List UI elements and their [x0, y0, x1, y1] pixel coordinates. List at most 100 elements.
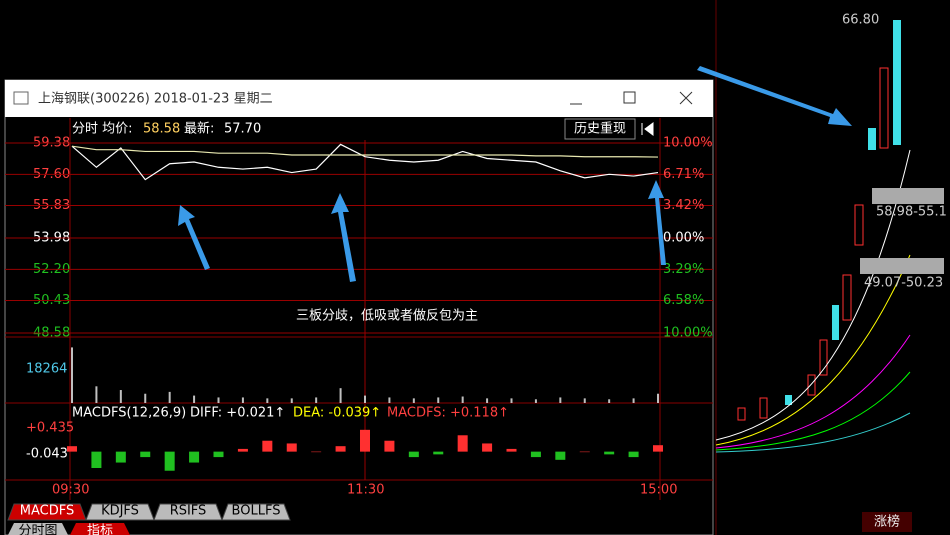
- candle: [759, 397, 768, 419]
- back-icon[interactable]: [641, 122, 654, 136]
- bar: [510, 398, 513, 403]
- candle: [785, 395, 792, 405]
- bar: [237, 448, 248, 452]
- arrows: [178, 66, 852, 282]
- tab[interactable]: [221, 503, 291, 521]
- tab[interactable]: [153, 503, 223, 521]
- macd-diff: DIFF: +0.021↑: [190, 406, 285, 421]
- bar: [262, 440, 273, 452]
- bar: [339, 388, 342, 403]
- bar: [530, 451, 541, 458]
- bar: [189, 451, 200, 463]
- y2-tick-label: 10.00%: [663, 326, 713, 341]
- bar: [290, 398, 293, 403]
- history-label[interactable]: 历史重现: [574, 121, 626, 137]
- candle: [737, 407, 746, 421]
- arrow: [178, 205, 210, 270]
- price-line: [71, 145, 659, 158]
- bar: [266, 398, 269, 403]
- bar: [657, 393, 659, 403]
- ma-line: [715, 412, 911, 453]
- bar: [506, 448, 517, 452]
- history-button[interactable]: [564, 118, 636, 140]
- arrow: [331, 193, 356, 282]
- macd-value: MACDFS: +0.118↑: [387, 406, 509, 421]
- box-label: 49.07-50.23: [864, 276, 943, 291]
- bar: [608, 399, 611, 403]
- tab[interactable]: [85, 503, 155, 521]
- latest-value: 57.70: [224, 122, 261, 137]
- candle: [819, 339, 828, 376]
- bar: [315, 397, 318, 403]
- high-label: 66.80: [842, 13, 879, 28]
- price-box: [872, 188, 944, 204]
- tab-label[interactable]: BOLLFS: [232, 504, 281, 519]
- tab-label[interactable]: RSIFS: [170, 504, 207, 519]
- bottom-tab-label[interactable]: 分时图: [18, 524, 57, 535]
- tab-label[interactable]: KDJFS: [101, 504, 139, 519]
- bar: [482, 443, 493, 452]
- candle: [842, 274, 852, 321]
- y-tick-label: 18264: [26, 362, 67, 377]
- candle: [832, 305, 839, 340]
- bar: [628, 451, 639, 458]
- y2-tick-label: 0.00%: [663, 231, 704, 246]
- bar: [534, 399, 537, 403]
- latest-label: 最新:: [184, 121, 214, 137]
- bar: [311, 451, 322, 453]
- candle: [868, 128, 876, 150]
- bar: [486, 398, 489, 403]
- window-title: 上海钢联(300226) 2018-01-23 星期二: [38, 92, 273, 107]
- ma-line: [715, 254, 911, 446]
- bar: [217, 397, 220, 403]
- bottom-tab[interactable]: [70, 523, 130, 535]
- bar: [408, 451, 419, 458]
- bar: [360, 429, 370, 452]
- header-label: 分时 均价:: [72, 122, 133, 137]
- y-tick-label: -0.043: [26, 446, 68, 461]
- tab[interactable]: [7, 503, 87, 521]
- y2-tick-label: 10.00%: [663, 136, 713, 151]
- bar: [559, 397, 562, 403]
- bar: [335, 446, 346, 452]
- bottom-tab[interactable]: [8, 523, 68, 535]
- bar: [115, 451, 126, 463]
- tab-label[interactable]: MACDFS: [20, 504, 74, 519]
- x-tick-label: 11:30: [347, 483, 384, 498]
- close[interactable]: [679, 91, 693, 105]
- macd-dea: DEA: -0.039↑: [293, 406, 381, 421]
- y2-tick-label: 6.71%: [663, 167, 704, 182]
- bar: [437, 397, 440, 403]
- price-line: [71, 143, 659, 181]
- candle: [854, 204, 864, 246]
- bar: [583, 398, 586, 403]
- app-icon: [13, 91, 29, 105]
- bar: [433, 451, 444, 455]
- bar: [461, 396, 464, 403]
- y2-tick-label: 3.29%: [663, 262, 704, 277]
- candle: [893, 20, 901, 145]
- title-bar: [5, 80, 713, 117]
- x-tick-label: 09:30: [52, 483, 89, 498]
- bar: [71, 347, 73, 403]
- arrow: [697, 66, 852, 126]
- arrow: [648, 180, 666, 265]
- price-box: [860, 258, 944, 274]
- bar: [364, 395, 366, 403]
- window: [4, 79, 714, 535]
- bar: [604, 451, 615, 455]
- ma-line: [715, 149, 911, 441]
- candle: [807, 374, 816, 396]
- y-tick-label: +0.435: [26, 420, 74, 435]
- maximize[interactable]: [623, 91, 636, 104]
- bar: [555, 451, 566, 460]
- tab[interactable]: [862, 512, 912, 532]
- side-chart: 66.80 58.98-55.1 49.07-50.23 涨榜: [715, 0, 947, 535]
- bar: [95, 386, 98, 403]
- candle: [879, 67, 889, 149]
- bottom-tab-label[interactable]: 指标: [87, 524, 113, 535]
- bar: [384, 440, 395, 452]
- bar: [144, 393, 147, 403]
- tab-label[interactable]: 涨榜: [874, 514, 900, 530]
